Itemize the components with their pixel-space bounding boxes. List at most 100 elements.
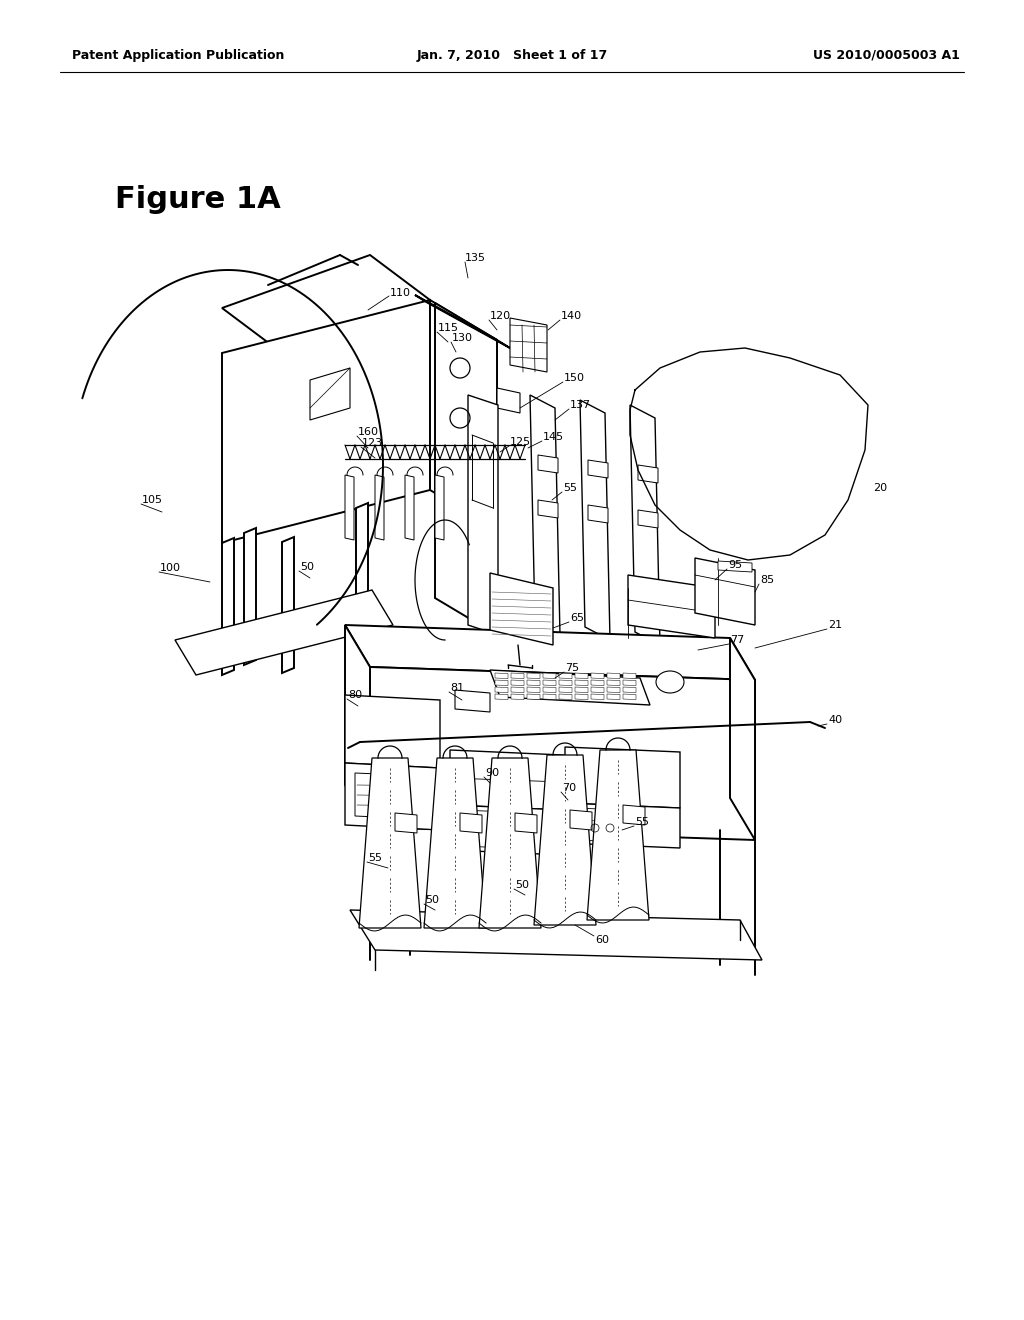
Text: 75: 75 [565, 663, 580, 673]
Polygon shape [511, 680, 524, 685]
Polygon shape [490, 671, 650, 705]
Text: 50: 50 [425, 895, 439, 906]
Polygon shape [460, 810, 510, 847]
Text: 90: 90 [485, 768, 499, 777]
Polygon shape [591, 686, 604, 693]
Text: 95: 95 [728, 560, 742, 570]
Polygon shape [623, 686, 636, 693]
Polygon shape [510, 318, 547, 372]
Polygon shape [575, 694, 588, 700]
Polygon shape [607, 673, 620, 678]
Polygon shape [695, 558, 755, 624]
Polygon shape [591, 680, 604, 685]
Text: 80: 80 [348, 690, 362, 700]
Polygon shape [527, 673, 540, 678]
Polygon shape [282, 537, 294, 673]
Polygon shape [607, 694, 620, 700]
Text: 70: 70 [562, 783, 577, 793]
Polygon shape [538, 500, 558, 517]
Polygon shape [511, 694, 524, 700]
Polygon shape [527, 680, 540, 685]
Polygon shape [222, 300, 430, 543]
Polygon shape [356, 503, 368, 639]
Polygon shape [455, 690, 490, 711]
Polygon shape [565, 747, 680, 808]
Polygon shape [479, 758, 541, 928]
Text: Jan. 7, 2010   Sheet 1 of 17: Jan. 7, 2010 Sheet 1 of 17 [417, 49, 607, 62]
Text: 77: 77 [730, 635, 744, 645]
Polygon shape [565, 803, 680, 847]
Polygon shape [623, 694, 636, 700]
Polygon shape [543, 686, 556, 693]
Text: 81: 81 [450, 682, 464, 693]
Text: 55: 55 [368, 853, 382, 863]
Text: 85: 85 [760, 576, 774, 585]
Text: 105: 105 [142, 495, 163, 506]
Polygon shape [310, 368, 350, 420]
Text: 55: 55 [635, 817, 649, 828]
Text: 20: 20 [873, 483, 887, 492]
Polygon shape [623, 673, 636, 678]
Polygon shape [607, 686, 620, 693]
Polygon shape [175, 590, 393, 675]
Polygon shape [495, 680, 508, 685]
Polygon shape [588, 459, 608, 478]
Text: 110: 110 [390, 288, 411, 298]
Polygon shape [623, 680, 636, 685]
Polygon shape [350, 909, 762, 960]
Text: 100: 100 [160, 564, 181, 573]
Polygon shape [559, 694, 572, 700]
Polygon shape [406, 475, 414, 540]
Polygon shape [244, 528, 256, 665]
Polygon shape [575, 686, 588, 693]
Polygon shape [395, 813, 417, 833]
Text: 135: 135 [465, 253, 486, 263]
Text: 40: 40 [828, 715, 842, 725]
Polygon shape [527, 686, 540, 693]
Polygon shape [375, 475, 384, 540]
Polygon shape [575, 808, 625, 842]
Polygon shape [435, 304, 497, 635]
Polygon shape [222, 539, 234, 675]
Text: 65: 65 [570, 612, 584, 623]
Polygon shape [638, 510, 658, 528]
Text: 50: 50 [300, 562, 314, 572]
Polygon shape [638, 465, 658, 483]
Polygon shape [345, 763, 440, 830]
Polygon shape [630, 405, 660, 645]
Polygon shape [497, 388, 520, 413]
Text: 140: 140 [561, 312, 582, 321]
Text: Patent Application Publication: Patent Application Publication [72, 49, 285, 62]
Polygon shape [415, 294, 510, 348]
Polygon shape [587, 750, 649, 920]
Polygon shape [511, 686, 524, 693]
Polygon shape [345, 624, 755, 680]
Polygon shape [515, 813, 537, 833]
Polygon shape [538, 455, 558, 473]
Polygon shape [623, 805, 645, 825]
Polygon shape [730, 638, 755, 840]
Polygon shape [580, 400, 610, 640]
Polygon shape [628, 576, 715, 638]
Text: Figure 1A: Figure 1A [115, 185, 281, 214]
Ellipse shape [656, 671, 684, 693]
Polygon shape [370, 667, 755, 840]
Text: 115: 115 [438, 323, 459, 333]
Polygon shape [490, 573, 553, 645]
Polygon shape [355, 774, 400, 818]
Polygon shape [359, 758, 421, 928]
Text: 123: 123 [362, 438, 383, 447]
Polygon shape [570, 810, 592, 830]
Text: 130: 130 [452, 333, 473, 343]
Polygon shape [543, 673, 556, 678]
Polygon shape [495, 686, 508, 693]
Polygon shape [575, 680, 588, 685]
Polygon shape [543, 694, 556, 700]
Text: 145: 145 [543, 432, 564, 442]
Polygon shape [345, 696, 440, 768]
Polygon shape [588, 506, 608, 523]
Polygon shape [424, 758, 486, 928]
Polygon shape [435, 475, 444, 540]
Polygon shape [591, 694, 604, 700]
Polygon shape [430, 300, 497, 531]
